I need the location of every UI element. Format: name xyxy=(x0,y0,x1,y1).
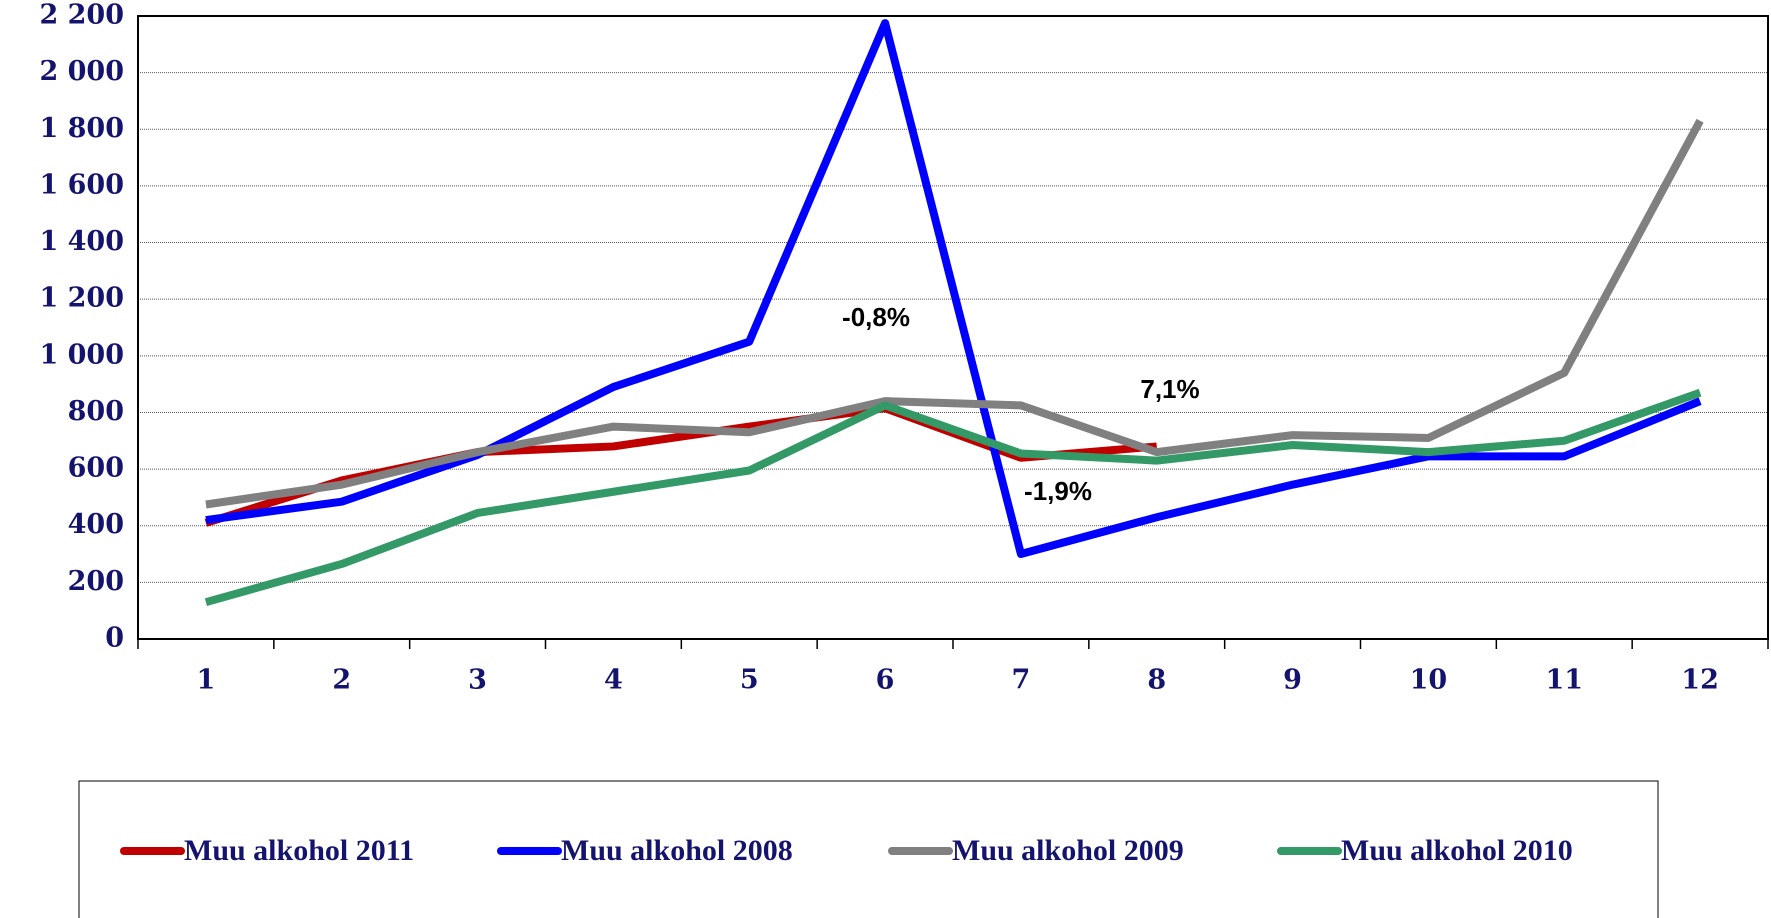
x-tick-label: 4 xyxy=(604,665,623,696)
y-tick-label: 400 xyxy=(68,509,124,540)
y-tick-label: 200 xyxy=(68,566,124,597)
x-tick-label: 6 xyxy=(876,665,895,696)
y-tick-label: 1 000 xyxy=(39,339,124,370)
x-tick-label: 8 xyxy=(1147,665,1166,696)
y-tick-label: 1 400 xyxy=(39,226,124,257)
x-tick-label: 12 xyxy=(1681,665,1719,696)
y-tick-label: 2 000 xyxy=(39,56,124,87)
x-tick-label: 11 xyxy=(1545,665,1583,696)
legend-label: Muu alkohol 2009 xyxy=(952,834,1184,867)
series-line xyxy=(204,404,1158,527)
legend-label: Muu alkohol 2008 xyxy=(561,834,793,867)
x-tick-label: 1 xyxy=(197,665,216,696)
x-tick-label: 9 xyxy=(1283,665,1302,696)
series-line xyxy=(205,19,1702,559)
y-tick-label: 1 600 xyxy=(39,169,124,200)
legend-box xyxy=(78,780,1659,918)
annotation: -1,9% xyxy=(1024,476,1092,506)
y-tick-label: 600 xyxy=(68,453,124,484)
y-tick-label: 1 200 xyxy=(39,283,124,314)
series-line xyxy=(204,388,1702,607)
x-tick-label: 10 xyxy=(1410,665,1448,696)
y-tick-label: 2 200 xyxy=(39,0,124,31)
legend-label: Muu alkohol 2011 xyxy=(184,834,414,867)
series-line xyxy=(205,118,1704,509)
x-tick-label: 5 xyxy=(740,665,759,696)
x-tick-label: 2 xyxy=(332,665,351,696)
y-tick-label: 1 800 xyxy=(39,113,124,144)
annotation: -0,8% xyxy=(842,302,910,332)
x-tick-label: 3 xyxy=(468,665,487,696)
annotation: 7,1% xyxy=(1140,374,1199,404)
y-tick-label: 800 xyxy=(68,396,124,427)
legend-label: Muu alkohol 2010 xyxy=(1341,834,1573,867)
x-tick-label: 7 xyxy=(1012,665,1031,696)
y-tick-label: 0 xyxy=(105,623,124,654)
